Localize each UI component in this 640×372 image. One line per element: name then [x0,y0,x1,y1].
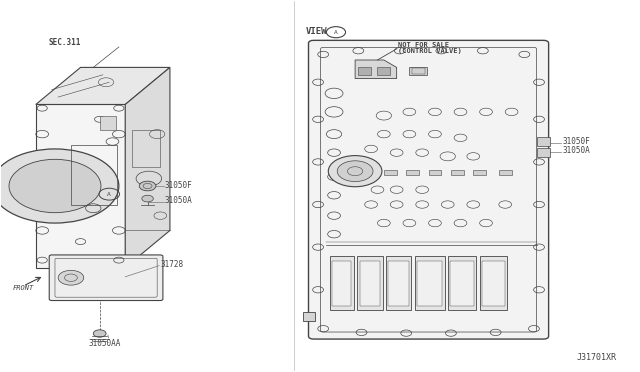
Polygon shape [36,105,125,267]
Text: J31701XR: J31701XR [577,353,617,362]
Bar [537,137,550,146]
Polygon shape [355,60,397,78]
Text: 31050AA: 31050AA [89,339,121,348]
Text: VIEW: VIEW [306,27,328,36]
Bar [479,256,507,310]
Bar [378,67,390,75]
Text: FRONT: FRONT [12,285,33,291]
Text: 31050A: 31050A [165,196,193,205]
Circle shape [337,161,373,182]
Bar [357,256,383,310]
Polygon shape [303,312,315,321]
Circle shape [328,155,382,187]
Bar [330,256,354,310]
Text: A: A [334,30,338,35]
Text: 31050F: 31050F [165,181,193,190]
Circle shape [0,149,119,223]
Bar [406,170,419,175]
Text: 31050F: 31050F [563,137,591,146]
Bar [473,170,486,175]
Bar [384,170,397,175]
FancyBboxPatch shape [49,255,163,301]
Bar [132,131,161,167]
Bar [358,67,371,75]
Circle shape [58,270,84,285]
Circle shape [142,195,154,202]
Circle shape [9,159,101,213]
Bar [482,261,504,306]
Text: 31728: 31728 [161,260,184,269]
Text: (CONTROL VALVE): (CONTROL VALVE) [398,48,461,54]
Bar [386,256,412,310]
Bar [332,261,351,306]
Bar [448,256,476,310]
Bar [429,170,442,175]
Bar [412,68,425,74]
Bar [360,261,380,306]
Circle shape [93,330,106,337]
Bar [410,67,428,75]
Text: A: A [108,192,111,197]
FancyBboxPatch shape [308,40,548,339]
Text: 31050A: 31050A [563,146,591,155]
Bar [451,170,464,175]
Text: NOT FOR SALE: NOT FOR SALE [398,42,449,48]
Bar [100,116,116,131]
Text: SEC.311: SEC.311 [49,38,81,47]
Polygon shape [36,67,170,105]
Bar [499,170,511,175]
Bar [415,256,445,310]
Bar [71,145,117,205]
Bar [537,148,550,157]
Bar [451,261,474,306]
Bar [388,261,409,306]
Circle shape [140,181,156,191]
Polygon shape [125,67,170,267]
Bar [417,261,442,306]
